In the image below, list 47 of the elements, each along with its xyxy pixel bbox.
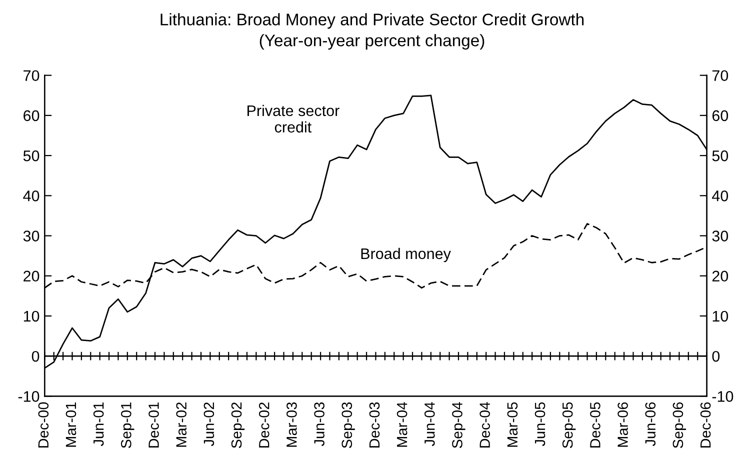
x-tick-label: Dec-03 (369, 402, 380, 448)
y2-tick-label: 40 (712, 190, 728, 202)
x-tick-label: Dec-04 (480, 402, 490, 448)
y2-tick-label: 50 (712, 150, 728, 162)
y-tick-label: 10 (24, 310, 40, 322)
y-tick-label: 0 (32, 350, 40, 362)
x-tick-label: Mar-02 (176, 402, 187, 447)
x-tick-label: Jun-04 (424, 402, 435, 446)
y2-tick-label: 10 (712, 310, 728, 322)
x-tick-label: Dec-02 (258, 402, 270, 448)
series-label: Broad money (361, 248, 451, 262)
x-tick-label: Sep-05 (562, 402, 576, 448)
y2-tick-label: -10 (712, 391, 734, 402)
x-tick-label: Dec-06 (700, 402, 711, 448)
x-tick-label: Sep-06 (672, 402, 686, 448)
y-tick-label: -10 (18, 391, 40, 402)
x-tick-label: Sep-04 (452, 402, 466, 448)
y-tick-label: 60 (24, 110, 40, 122)
y2-tick-label: 30 (712, 230, 728, 242)
series-label: Private sector credit (248, 104, 340, 133)
x-tick-label: Jun-02 (204, 402, 214, 446)
x-tick-label: Jun-05 (534, 402, 546, 446)
chart-title: Lithuania: Broad Money and Private Sector Credit Growth (160, 13, 584, 29)
y2-tick-label: 60 (712, 110, 728, 122)
x-tick-label: Mar-06 (618, 402, 628, 447)
x-tick-label: Jun-06 (645, 402, 656, 446)
y2-tick-label: 70 (712, 70, 728, 82)
x-tick-label: Sep-02 (231, 402, 245, 448)
y2-tick-label: 0 (712, 350, 720, 362)
y-tick-label: 20 (24, 270, 40, 282)
y2-tick-label: 20 (712, 270, 728, 282)
x-tick-label: Jun-01 (93, 402, 104, 446)
x-tick-label: Dec-05 (590, 402, 600, 448)
x-tick-label: Sep-03 (342, 402, 355, 448)
x-tick-label: Dec-01 (148, 402, 159, 448)
x-tick-label: Jun-03 (314, 402, 324, 446)
x-tick-label: Mar-04 (396, 402, 408, 447)
x-tick-label: Sep-01 (121, 402, 134, 448)
x-tick-label: Mar-03 (286, 402, 297, 447)
y-tick-label: 70 (24, 70, 40, 82)
x-tick-label: Mar-01 (66, 402, 76, 447)
x-tick-label: Mar-05 (507, 402, 518, 447)
chart-subtitle: (Year-on-year percent change) (260, 34, 484, 50)
y-tick-label: 50 (23, 150, 40, 162)
y-tick-label: 40 (23, 190, 40, 202)
x-tick-label: Dec-00 (38, 402, 49, 448)
y-tick-label: 30 (23, 230, 40, 242)
